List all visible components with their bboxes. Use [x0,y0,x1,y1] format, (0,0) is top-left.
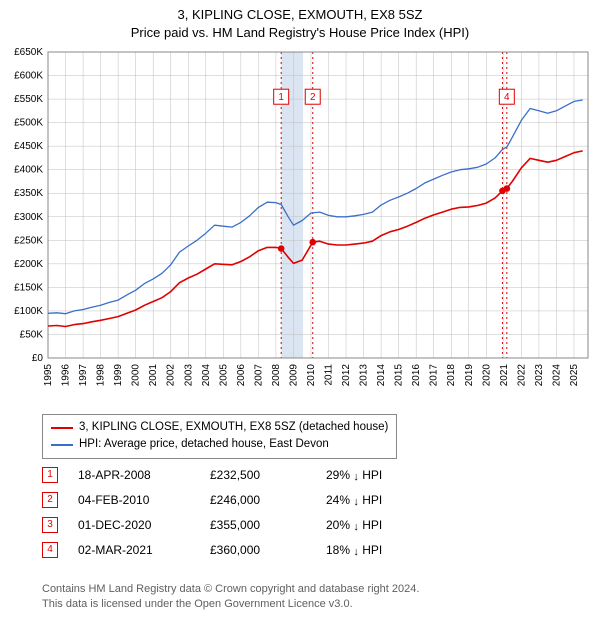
svg-text:2004: 2004 [201,364,212,387]
svg-text:2000: 2000 [131,364,142,387]
svg-text:2016: 2016 [411,364,422,387]
svg-text:2005: 2005 [218,364,229,387]
svg-text:£300K: £300K [14,212,43,223]
chart-title-line2: Price paid vs. HM Land Registry's House … [0,24,600,42]
svg-text:£0: £0 [32,353,44,364]
svg-text:1995: 1995 [43,364,54,387]
svg-text:2021: 2021 [499,364,510,387]
legend-label-hpi: HPI: Average price, detached house, East… [79,436,329,453]
sales-price: £360,000 [210,537,326,562]
svg-text:2009: 2009 [288,364,299,387]
legend-label-property: 3, KIPLING CLOSE, EXMOUTH, EX8 5SZ (deta… [79,419,388,436]
svg-text:2002: 2002 [166,364,177,387]
svg-text:2018: 2018 [446,364,457,387]
sales-row: 402-MAR-2021£360,00018% ↓ HPI [42,537,446,562]
chart-title-block: 3, KIPLING CLOSE, EXMOUTH, EX8 5SZ Price… [0,0,600,41]
sales-marker: 2 [42,487,78,512]
svg-text:£450K: £450K [14,141,43,152]
sales-row: 204-FEB-2010£246,00024% ↓ HPI [42,487,446,512]
svg-text:2010: 2010 [306,364,317,387]
footer-line1: Contains HM Land Registry data © Crown c… [42,582,419,597]
footer-line2: This data is licensed under the Open Gov… [42,597,419,612]
svg-text:2020: 2020 [481,364,492,387]
svg-text:2: 2 [310,92,316,103]
sales-delta: 18% ↓ HPI [326,537,446,562]
legend: 3, KIPLING CLOSE, EXMOUTH, EX8 5SZ (deta… [42,414,397,459]
sales-date: 18-APR-2008 [78,462,210,487]
svg-text:2012: 2012 [341,364,352,387]
sales-delta: 29% ↓ HPI [326,462,446,487]
svg-text:1997: 1997 [78,364,89,387]
sales-date: 01-DEC-2020 [78,512,210,537]
svg-text:£600K: £600K [14,71,43,82]
sales-row: 118-APR-2008£232,50029% ↓ HPI [42,462,446,487]
chart-title-line1: 3, KIPLING CLOSE, EXMOUTH, EX8 5SZ [0,6,600,24]
svg-text:£650K: £650K [14,47,43,58]
svg-text:2025: 2025 [569,364,580,387]
sales-date: 04-FEB-2010 [78,487,210,512]
svg-text:2022: 2022 [516,364,527,387]
svg-text:1: 1 [278,92,284,103]
svg-text:2014: 2014 [376,364,387,387]
svg-text:2003: 2003 [183,364,194,387]
svg-text:2023: 2023 [534,364,545,387]
legend-swatch-property [51,427,73,429]
svg-text:2011: 2011 [324,364,335,386]
svg-text:1999: 1999 [113,364,124,387]
svg-text:1996: 1996 [61,364,72,387]
legend-swatch-hpi [51,444,73,446]
sales-date: 02-MAR-2021 [78,537,210,562]
svg-text:4: 4 [504,92,510,103]
sales-delta: 24% ↓ HPI [326,487,446,512]
sales-marker: 1 [42,462,78,487]
sales-price: £232,500 [210,462,326,487]
svg-text:2001: 2001 [148,364,159,387]
svg-text:2008: 2008 [271,364,282,387]
legend-row-hpi: HPI: Average price, detached house, East… [51,436,388,453]
svg-text:1998: 1998 [96,364,107,387]
sales-table: 118-APR-2008£232,50029% ↓ HPI204-FEB-201… [42,462,446,562]
svg-text:£200K: £200K [14,259,43,270]
svg-text:£150K: £150K [14,282,43,293]
svg-text:2013: 2013 [359,364,370,387]
chart-svg: £0 £50K £100K £150K £200K £250K £300K £350K £400… [0,46,600,406]
attribution-footer: Contains HM Land Registry data © Crown c… [42,582,419,612]
sales-price: £355,000 [210,512,326,537]
svg-text:£350K: £350K [14,188,43,199]
svg-text:£100K: £100K [14,306,43,317]
sales-marker: 3 [42,512,78,537]
svg-text:£400K: £400K [14,165,43,176]
sales-price: £246,000 [210,487,326,512]
price-chart: £0 £50K £100K £150K £200K £250K £300K £350K £400… [0,46,600,406]
svg-text:2024: 2024 [551,364,562,387]
svg-text:£500K: £500K [14,118,43,129]
svg-text:2006: 2006 [236,364,247,387]
svg-text:£550K: £550K [14,94,43,105]
sales-marker: 4 [42,537,78,562]
sales-delta: 20% ↓ HPI [326,512,446,537]
svg-text:2015: 2015 [394,364,405,387]
svg-text:2019: 2019 [464,364,475,387]
svg-text:£50K: £50K [20,329,44,340]
svg-text:£250K: £250K [14,235,43,246]
svg-text:2017: 2017 [429,364,440,387]
legend-row-property: 3, KIPLING CLOSE, EXMOUTH, EX8 5SZ (deta… [51,419,388,436]
sales-row: 301-DEC-2020£355,00020% ↓ HPI [42,512,446,537]
svg-text:2007: 2007 [253,364,264,387]
